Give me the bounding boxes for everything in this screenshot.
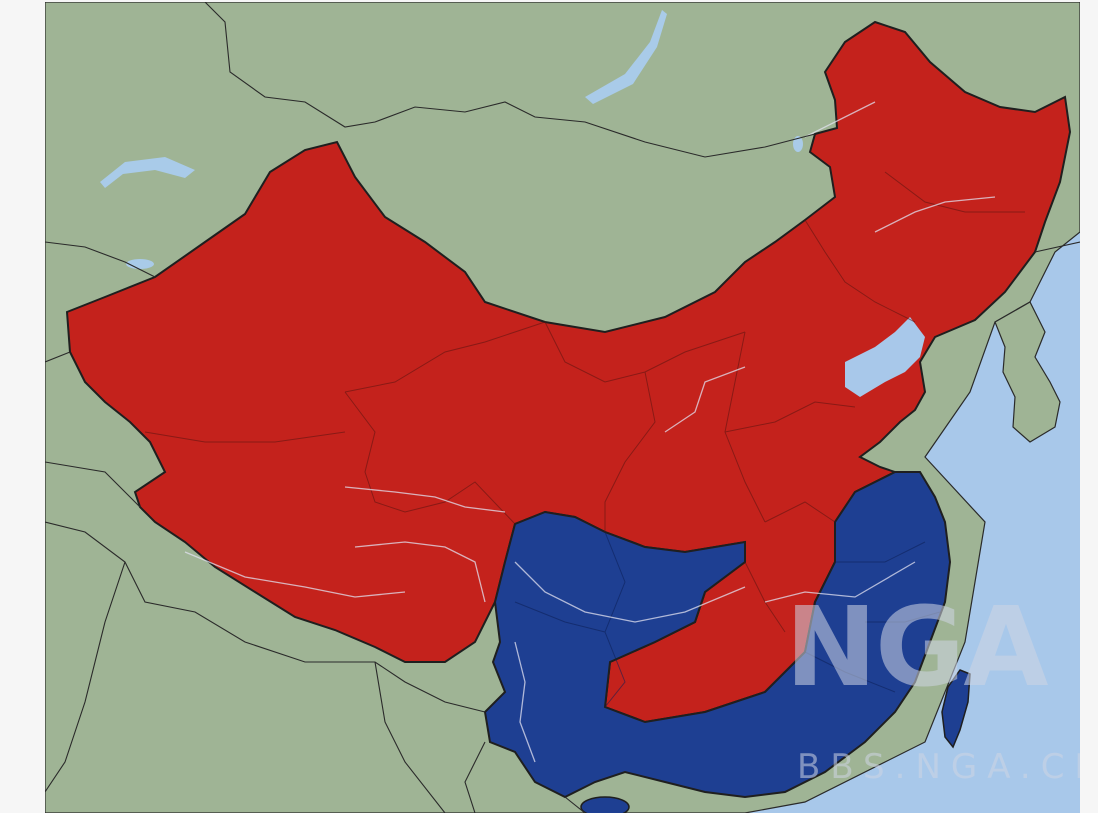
map-view[interactable]: NGA BBS.NGA.CN [45,2,1080,813]
lake-balkhash [100,157,195,188]
taiwan-island [941,669,971,749]
blue-province-borders [514,531,941,708]
region-red [65,20,1072,724]
bohai-sea [845,317,925,397]
lake-baikal [585,10,667,104]
region-blue [483,471,952,799]
nga-watermark-url: BBS.NGA.CN [797,747,1080,787]
hainan-island [580,796,630,813]
country-borders [45,2,1080,813]
nga-watermark-logo: NGA [785,583,1048,711]
lake-hulun [793,136,803,152]
map-canvas [45,2,1080,813]
province-borders [144,171,1025,633]
korean-peninsula [994,301,1061,443]
rivers [184,101,996,763]
